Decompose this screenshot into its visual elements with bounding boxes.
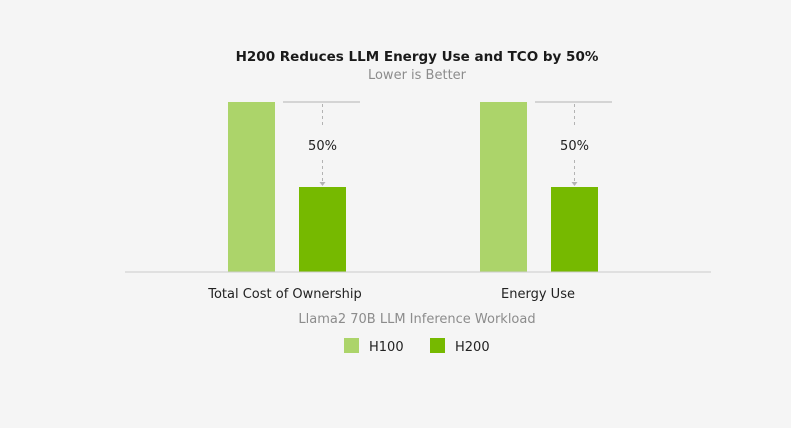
legend-label-h200: H200 xyxy=(455,340,490,355)
chart-title: H200 Reduces LLM Energy Use and TCO by 5… xyxy=(236,49,599,65)
bar-h100-energy xyxy=(480,102,527,272)
x-axis-title: Llama2 70B LLM Inference Workload xyxy=(298,312,535,327)
chart-subtitle: Lower is Better xyxy=(368,68,467,83)
category-label-energy: Energy Use xyxy=(501,287,575,302)
legend-swatch-h100 xyxy=(344,338,359,353)
annotation-energy: 50% xyxy=(560,139,589,154)
arrow-down-icon xyxy=(319,182,326,186)
annotation-tco: 50% xyxy=(308,139,337,154)
legend-swatch-h200 xyxy=(430,338,445,353)
bar-h100-tco xyxy=(228,102,275,272)
arrow-down-icon xyxy=(571,182,578,186)
bar-h200-energy xyxy=(551,187,598,272)
legend-label-h100: H100 xyxy=(369,340,404,355)
legend: H100 H200 xyxy=(344,338,490,355)
bar-h200-tco xyxy=(299,187,346,272)
category-label-tco: Total Cost of Ownership xyxy=(207,287,362,302)
